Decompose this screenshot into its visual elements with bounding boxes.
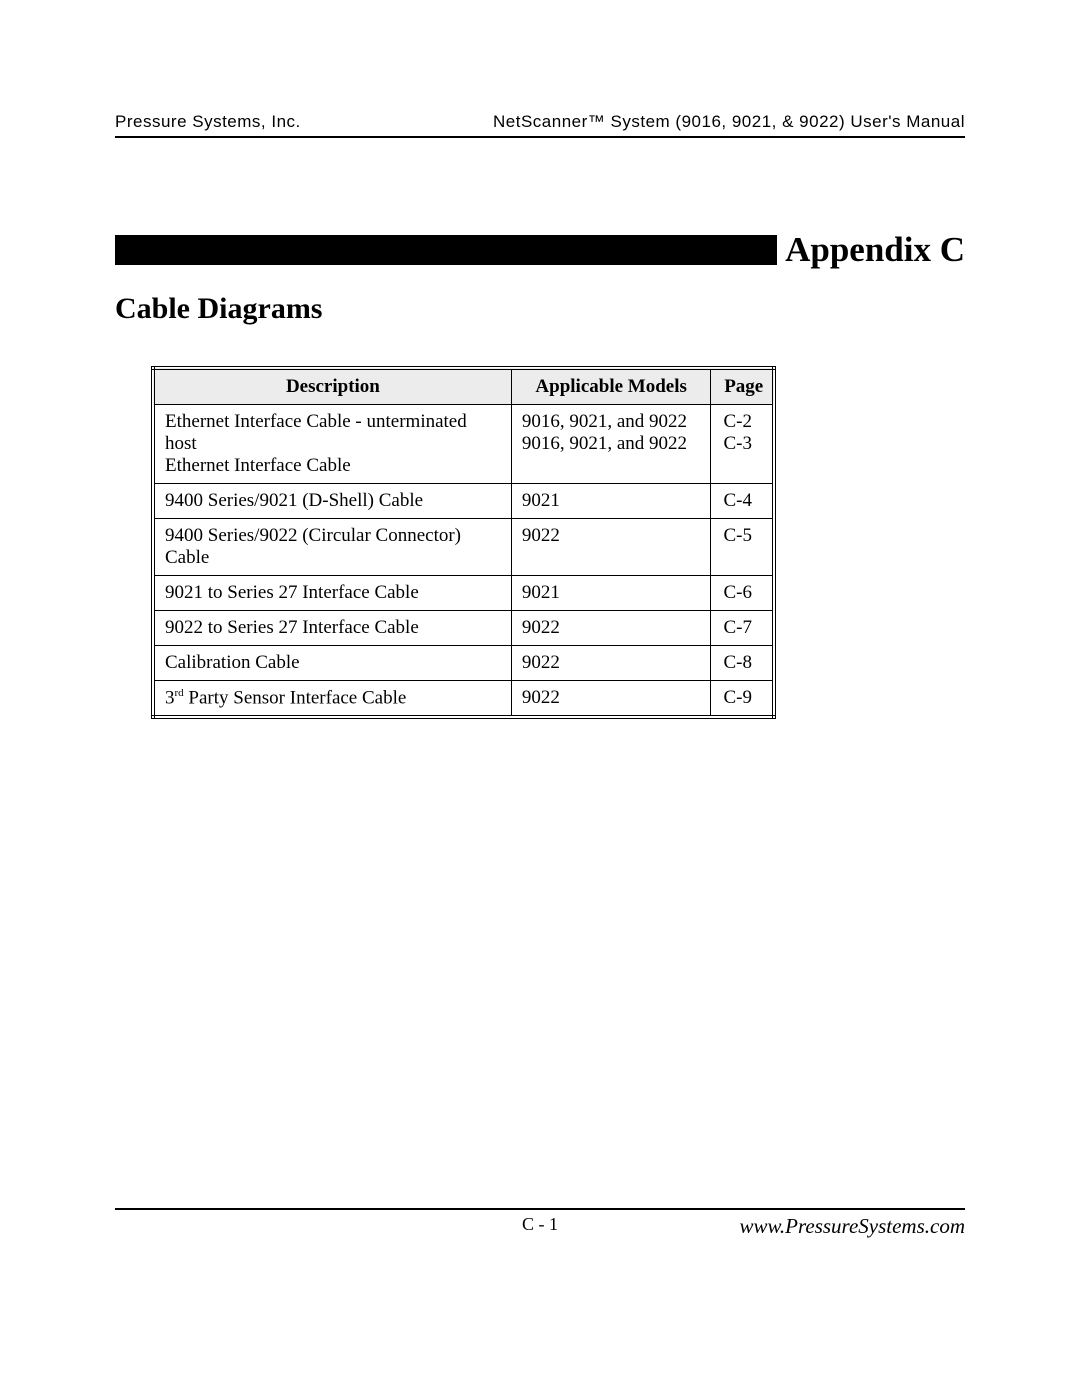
cell-page: C-4 [711,484,774,519]
table-row: 9022 to Series 27 Interface Cable9022C-7 [153,611,774,646]
table-row: 9400 Series/9022 (Circular Connector) Ca… [153,519,774,576]
table-row: Ethernet Interface Cable - unterminated … [153,405,774,484]
cell-page: C-9 [711,681,774,718]
table-row: 9021 to Series 27 Interface Cable9021C-6 [153,576,774,611]
appendix-title: Appendix C [777,230,965,270]
cable-table-wrap: Description Applicable Models Page Ether… [151,366,776,719]
cell-models: 9022 [511,681,711,718]
section-title: Cable Diagrams [115,292,965,326]
cell-description: 9022 to Series 27 Interface Cable [153,611,511,646]
cell-models: 9021 [511,484,711,519]
cell-description: Ethernet Interface Cable - unterminated … [153,405,511,484]
appendix-title-row: Appendix C [115,230,965,270]
page-header: Pressure Systems, Inc. NetScanner™ Syste… [115,112,965,138]
table-row: 9400 Series/9021 (D-Shell) Cable9021C-4 [153,484,774,519]
page: Pressure Systems, Inc. NetScanner™ Syste… [0,0,1080,1397]
cell-page: C-5 [711,519,774,576]
cell-description: 9021 to Series 27 Interface Cable [153,576,511,611]
cell-page: C-6 [711,576,774,611]
col-header-description: Description [153,368,511,405]
cell-models: 9021 [511,576,711,611]
page-footer: C - 1 www.PressureSystems.com [115,1208,965,1235]
cell-page: C-7 [711,611,774,646]
cell-models: 9022 [511,519,711,576]
table-header-row: Description Applicable Models Page [153,368,774,405]
cell-models: 9022 [511,611,711,646]
col-header-models: Applicable Models [511,368,711,405]
table-row: 3rd Party Sensor Interface Cable9022C-9 [153,681,774,718]
title-black-bar [115,235,777,265]
footer-url: www.PressureSystems.com [739,1214,965,1239]
cell-description: 9400 Series/9022 (Circular Connector) Ca… [153,519,511,576]
cell-models: 9016, 9021, and 90229016, 9021, and 9022 [511,405,711,484]
header-left-text: Pressure Systems, Inc. [115,112,301,132]
cell-description: 9400 Series/9021 (D-Shell) Cable [153,484,511,519]
header-right-text: NetScanner™ System (9016, 9021, & 9022) … [493,112,965,132]
cell-description: Calibration Cable [153,646,511,681]
cell-page: C-8 [711,646,774,681]
col-header-page: Page [711,368,774,405]
table-row: Calibration Cable9022C-8 [153,646,774,681]
footer-page-number: C - 1 [522,1214,558,1235]
cable-diagrams-table: Description Applicable Models Page Ether… [151,366,776,719]
cell-models: 9022 [511,646,711,681]
cell-page: C-2C-3 [711,405,774,484]
cell-description: 3rd Party Sensor Interface Cable [153,681,511,718]
